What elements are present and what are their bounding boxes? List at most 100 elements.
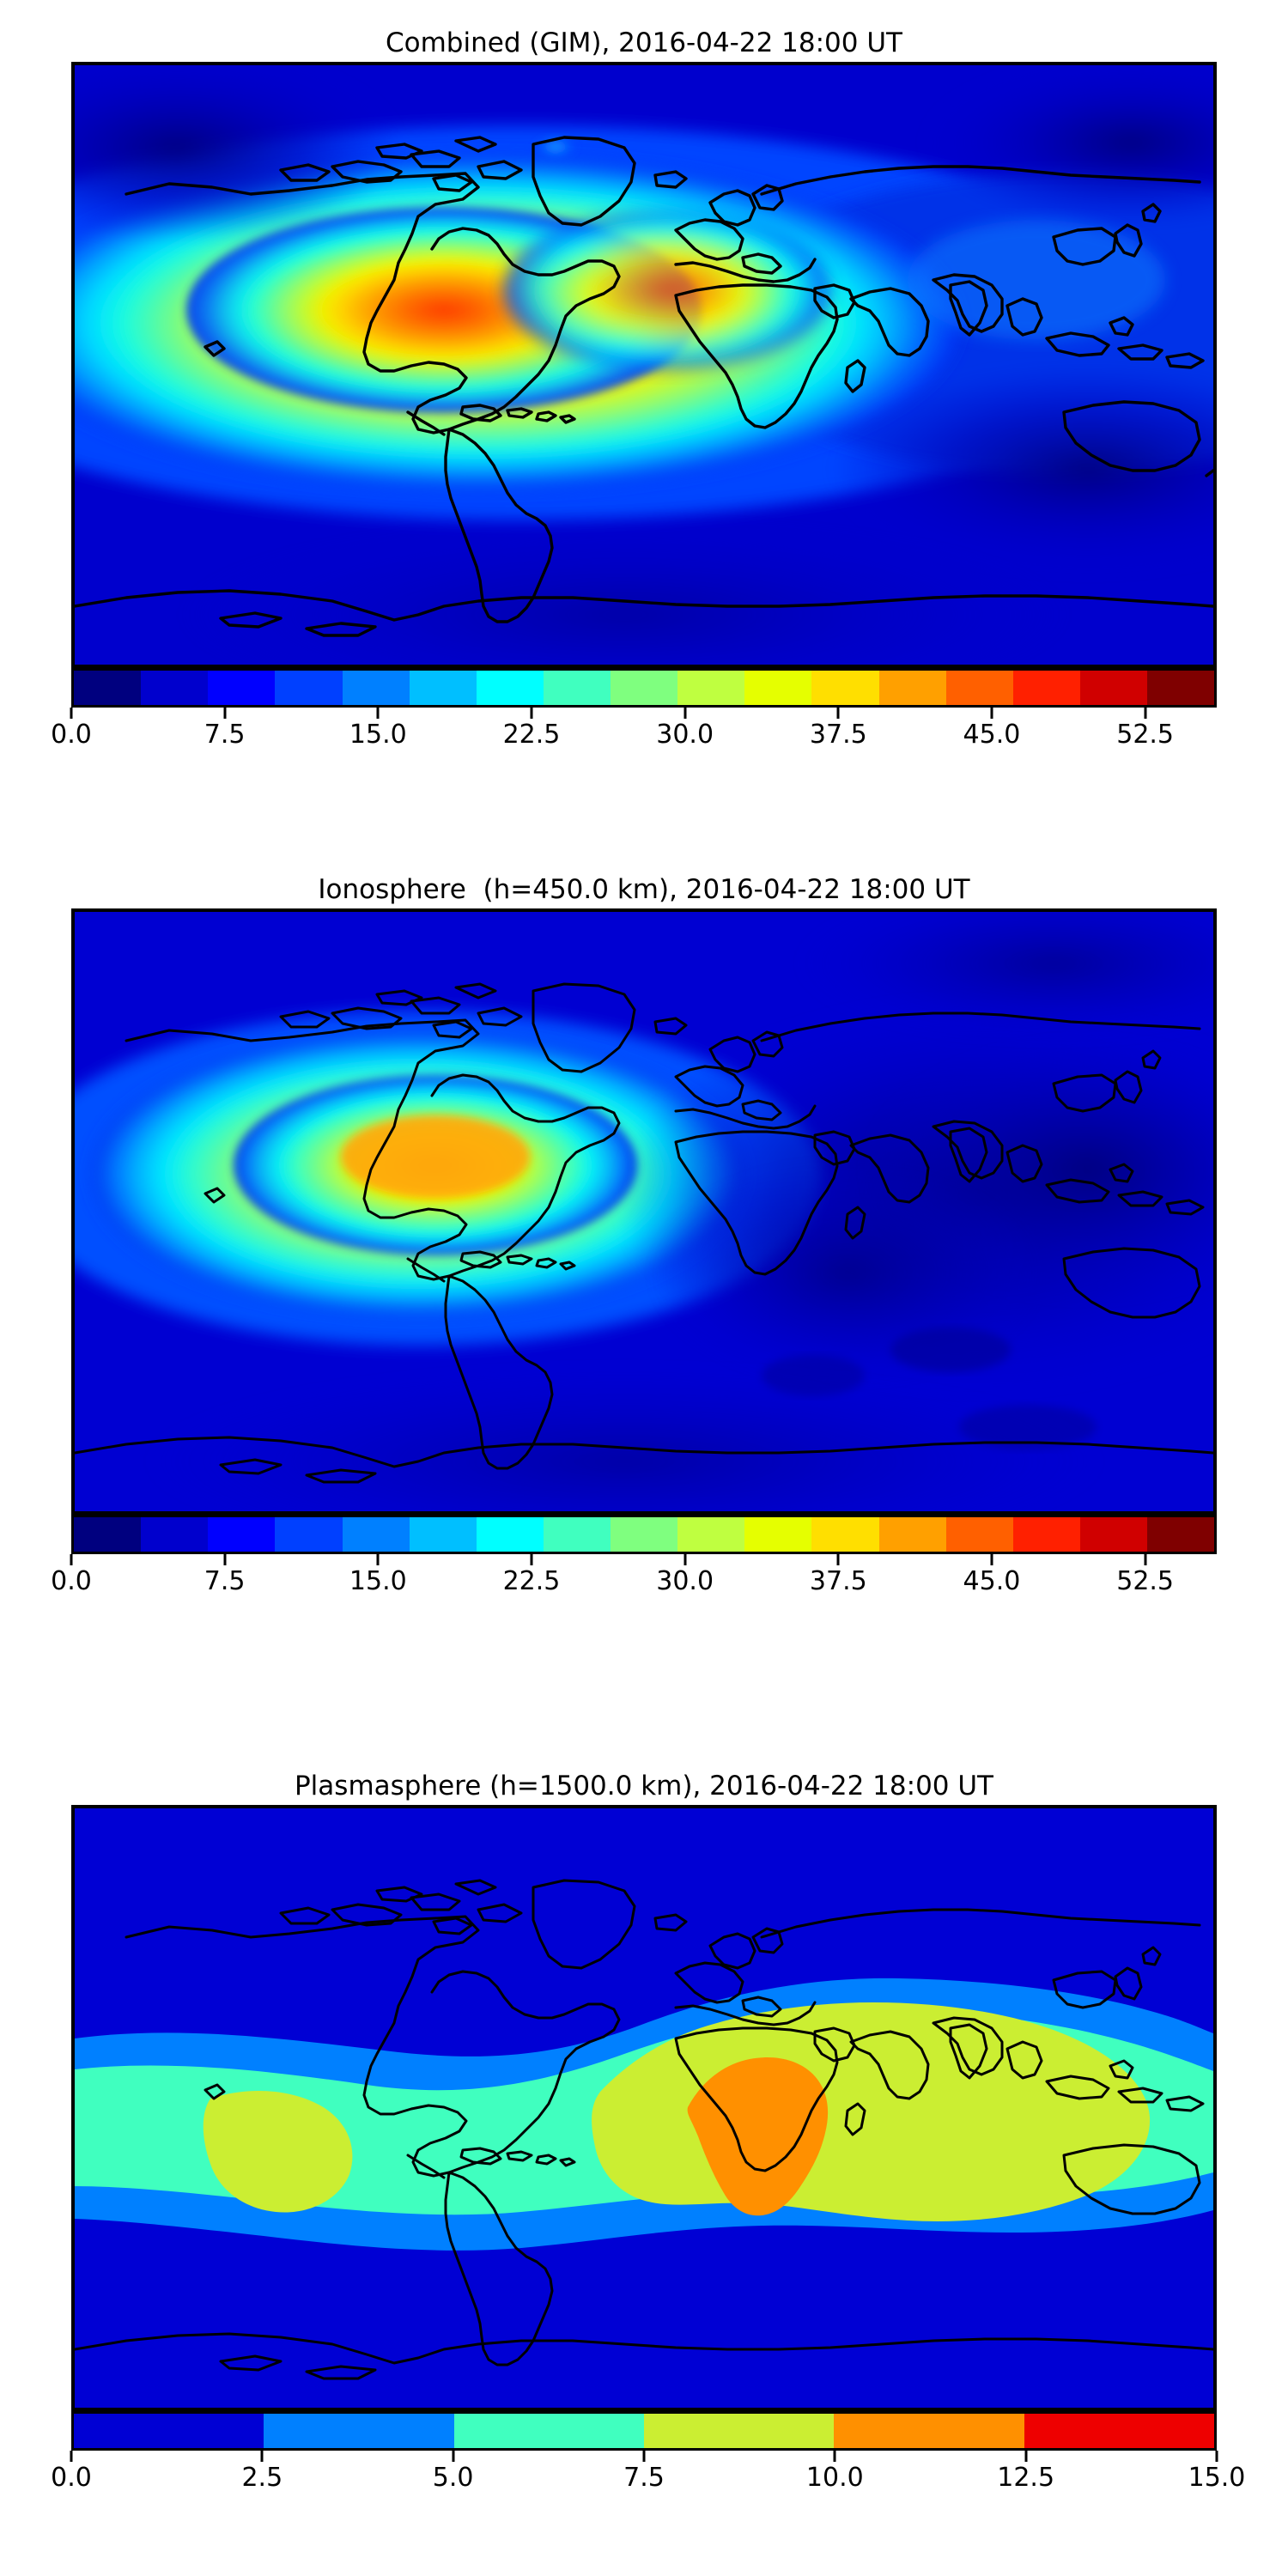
colorbar-tick-label: 22.5	[502, 720, 561, 750]
colorbar-tick-label: 0.0	[51, 1566, 92, 1596]
colorbar-segment	[275, 671, 343, 705]
panel-plasmasphere: Plasmasphere (h=1500.0 km), 2016-04-22 1…	[0, 1767, 1288, 2500]
colorbar-segment	[1012, 671, 1080, 705]
colorbar-tick	[260, 2451, 264, 2462]
colorbar-tick-label: 12.5	[997, 2463, 1055, 2493]
colorbar-segment	[141, 671, 209, 705]
colorbar-tick-label: 15.0	[349, 1566, 407, 1596]
colorbar-tick-label: 15.0	[349, 720, 407, 750]
colorbar-tick	[990, 708, 993, 719]
map-canvas-ionosphere	[75, 912, 1213, 1511]
colorbar-segment	[677, 1517, 745, 1552]
colorbar-segment	[74, 1517, 142, 1552]
colorbar-segment	[264, 2414, 454, 2448]
colorbar-axis-ionosphere: 0.0 7.5 15.0 22.5 30.0 37.5 45.0 52.5	[51, 1554, 1217, 1604]
colorbar-segment	[208, 671, 276, 705]
colorbar-segment	[611, 671, 678, 705]
colorbar-segment	[476, 1517, 544, 1552]
colorbar-segment	[878, 671, 946, 705]
colorbar-tick	[530, 708, 533, 719]
panel-title-plasmasphere: Plasmasphere (h=1500.0 km), 2016-04-22 1…	[294, 1771, 993, 1801]
colorbar-tick	[1215, 2451, 1218, 2462]
colorbar-tick	[990, 1554, 993, 1565]
colorbar-tick	[70, 1554, 73, 1565]
map-plasmasphere	[71, 1805, 1217, 2411]
colorbar-segment	[1079, 671, 1147, 705]
colorbar-segment	[476, 671, 544, 705]
colorbar-segment	[811, 1517, 879, 1552]
colorbar-tick-label: 7.5	[623, 2463, 665, 2493]
colorbar-tick-label: 30.0	[656, 1566, 714, 1596]
colorbar-plasmasphere: 0.0 2.5 5.0 7.5 10.0 12.5 15.0	[51, 2411, 1245, 2500]
colorbar-segment	[543, 671, 611, 705]
colorbar-tick-label: 30.0	[656, 720, 714, 750]
colorbar-segment	[1147, 1517, 1214, 1552]
colorbar-tick	[223, 708, 227, 719]
colorbar-axis-combined: 0.0 7.5 15.0 22.5 30.0 37.5 45.0 52.5	[51, 708, 1217, 757]
colorbar-segment	[342, 671, 410, 705]
colorbar-segment	[275, 1517, 343, 1552]
colorbar-segment	[74, 671, 142, 705]
colorbar-tick-label: 5.0	[432, 2463, 474, 2493]
colorbar-tick	[452, 2451, 455, 2462]
colorbar-tick	[376, 1554, 380, 1565]
colorbar-segment	[74, 2414, 264, 2448]
colorbar-segment	[643, 2414, 835, 2448]
colorbar-ionosphere: 0.0 7.5 15.0 22.5 30.0 37.5 45.0 52.5	[51, 1515, 1217, 1604]
map-combined	[71, 62, 1217, 668]
colorbar-tick	[836, 708, 840, 719]
map-canvas-combined	[75, 65, 1213, 665]
colorbar-tick	[530, 1554, 533, 1565]
colorbar-tick	[1024, 2451, 1028, 2462]
colorbar-tick-label: 22.5	[502, 1566, 561, 1596]
colorbar-tick	[683, 708, 687, 719]
colorbar-segment	[208, 1517, 276, 1552]
colorbar-tick	[1144, 708, 1147, 719]
colorbar-gradient-plasmasphere	[71, 2411, 1217, 2451]
panel-title-combined: Combined (GIM), 2016-04-22 18:00 UT	[386, 27, 902, 58]
colorbar-segment	[878, 1517, 946, 1552]
colorbar-tick-label: 7.5	[204, 720, 246, 750]
colorbar-tick-label: 45.0	[963, 720, 1021, 750]
colorbar-segment	[611, 1517, 678, 1552]
panel-title-ionosphere: Ionosphere (h=450.0 km), 2016-04-22 18:0…	[318, 874, 970, 905]
colorbar-tick	[70, 708, 73, 719]
colorbar-tick-label: 2.5	[241, 2463, 283, 2493]
colorbar-tick	[70, 2451, 73, 2462]
colorbar-tick-label: 10.0	[805, 2463, 864, 2493]
colorbar-tick	[1144, 1554, 1147, 1565]
colorbar-segment	[677, 671, 745, 705]
panel-ionosphere: Ionosphere (h=450.0 km), 2016-04-22 18:0…	[0, 871, 1288, 1604]
colorbar-segment	[945, 1517, 1013, 1552]
colorbar-tick-label: 37.5	[809, 1566, 867, 1596]
map-canvas-plasmasphere	[75, 1808, 1213, 2408]
colorbar-tick	[642, 2451, 646, 2462]
colorbar-segment	[811, 671, 879, 705]
colorbar-segment	[1147, 671, 1214, 705]
colorbar-segment	[409, 1517, 477, 1552]
colorbar-segment	[453, 2414, 644, 2448]
colorbar-tick-label: 0.0	[51, 720, 92, 750]
panel-combined: Combined (GIM), 2016-04-22 18:00 UT	[0, 24, 1288, 757]
colorbar-segment	[1024, 2414, 1214, 2448]
map-ionosphere	[71, 908, 1217, 1515]
colorbar-segment	[141, 1517, 209, 1552]
colorbar-combined: 0.0 7.5 15.0 22.5 30.0 37.5 45.0 52.5	[51, 668, 1217, 757]
colorbar-segment	[409, 671, 477, 705]
colorbar-tick-label: 0.0	[51, 2463, 92, 2493]
colorbar-tick-label: 52.5	[1116, 1566, 1175, 1596]
colorbar-tick-label: 52.5	[1116, 720, 1175, 750]
colorbar-tick-label: 15.0	[1188, 2463, 1246, 2493]
colorbar-tick	[833, 2451, 836, 2462]
colorbar-segment	[945, 671, 1013, 705]
colorbar-gradient-ionosphere	[71, 1515, 1217, 1554]
colorbar-segment	[834, 2414, 1024, 2448]
colorbar-tick-label: 7.5	[204, 1566, 246, 1596]
colorbar-gradient-combined	[71, 668, 1217, 708]
colorbar-tick-label: 45.0	[963, 1566, 1021, 1596]
colorbar-segment	[342, 1517, 410, 1552]
colorbar-tick-label: 37.5	[809, 720, 867, 750]
colorbar-segment	[1079, 1517, 1147, 1552]
colorbar-tick	[376, 708, 380, 719]
